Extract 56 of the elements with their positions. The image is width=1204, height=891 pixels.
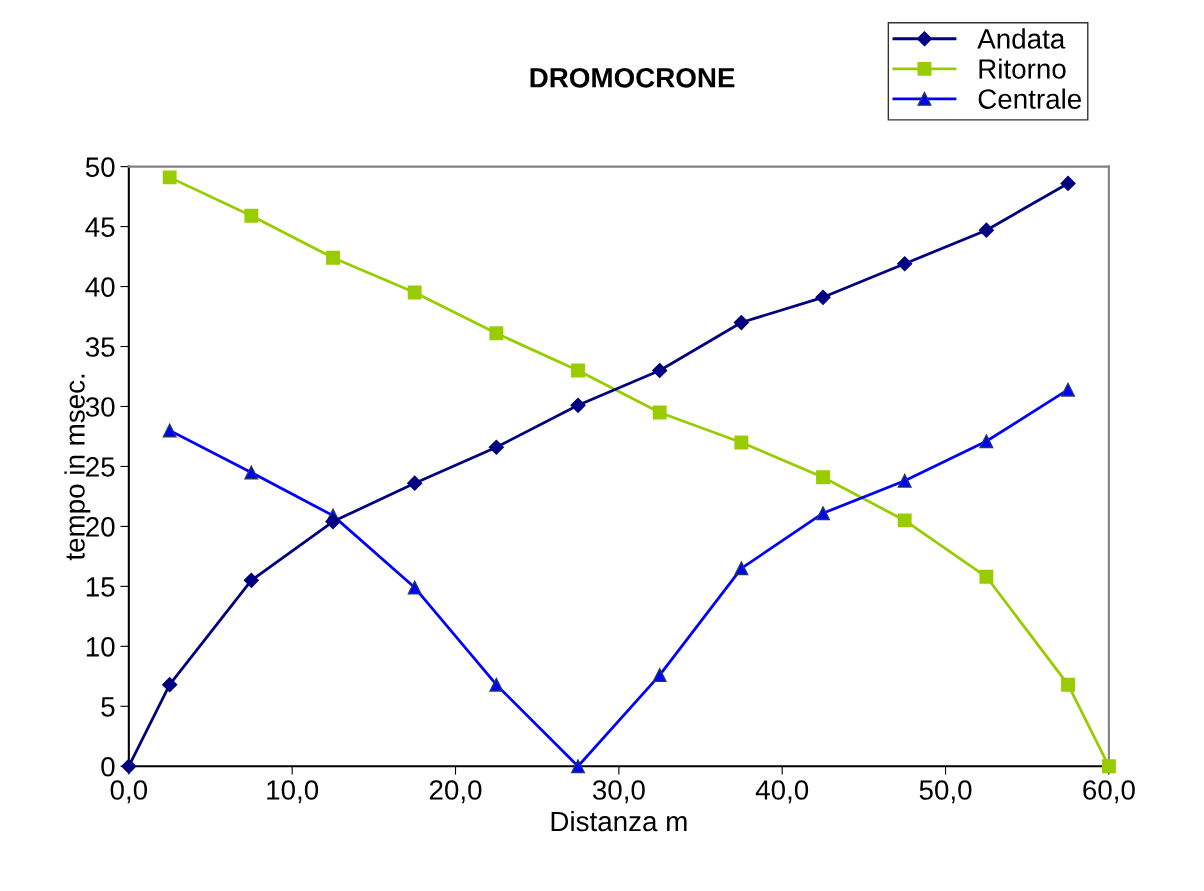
point [325,514,341,530]
legend-label: Centrale [978,88,1081,109]
point [407,285,422,300]
point [652,668,667,683]
point [652,405,667,420]
y-tick-label: 50 [85,157,115,177]
y-tick-label: 15 [86,577,115,597]
point [734,435,749,450]
point [734,561,749,576]
point [652,362,668,379]
y-tick-label: 30 [85,397,115,417]
point [326,250,340,265]
y-tick-label: 10 [86,637,115,657]
y-tick-label: 45 [85,217,115,237]
point [488,439,504,455]
legend-label: Ritorno [979,58,1066,79]
y-tick-label: 35 [85,337,115,357]
point [816,470,830,485]
point [979,434,994,449]
point [407,475,423,491]
point [979,569,994,584]
legend-label: Andata [977,28,1066,49]
y-tick-label: 40 [85,277,115,297]
point [897,513,912,528]
point [1061,382,1075,397]
point [815,289,831,305]
y-tick-label: 0 [101,756,115,777]
x-tick-label: 60,0 [1083,780,1135,804]
point [978,222,994,238]
chart-title: DROMOCRONE [530,67,735,88]
x-tick-label: 30,0 [592,780,645,804]
x-tick-label: 10,0 [267,780,319,804]
x-tick-label: 20,0 [429,780,482,804]
point [733,314,749,331]
x-axis-title: Distanza m [551,810,687,832]
point [816,506,830,521]
x-tick-label: 0,0 [110,780,148,804]
point [162,423,177,438]
y-tick-label: 5 [101,697,115,717]
point [571,759,585,774]
point [897,473,912,488]
point [489,326,504,341]
point [897,256,913,272]
point [243,572,259,588]
point [1061,677,1075,692]
point [407,580,422,595]
point [570,397,586,413]
point [162,170,177,185]
point [244,465,259,480]
x-tick-label: 40,0 [755,780,809,804]
point [1060,175,1076,191]
point [244,208,259,223]
point [162,677,178,693]
point [571,363,585,378]
x-tick-label: 50,0 [919,780,972,804]
point [489,677,504,692]
